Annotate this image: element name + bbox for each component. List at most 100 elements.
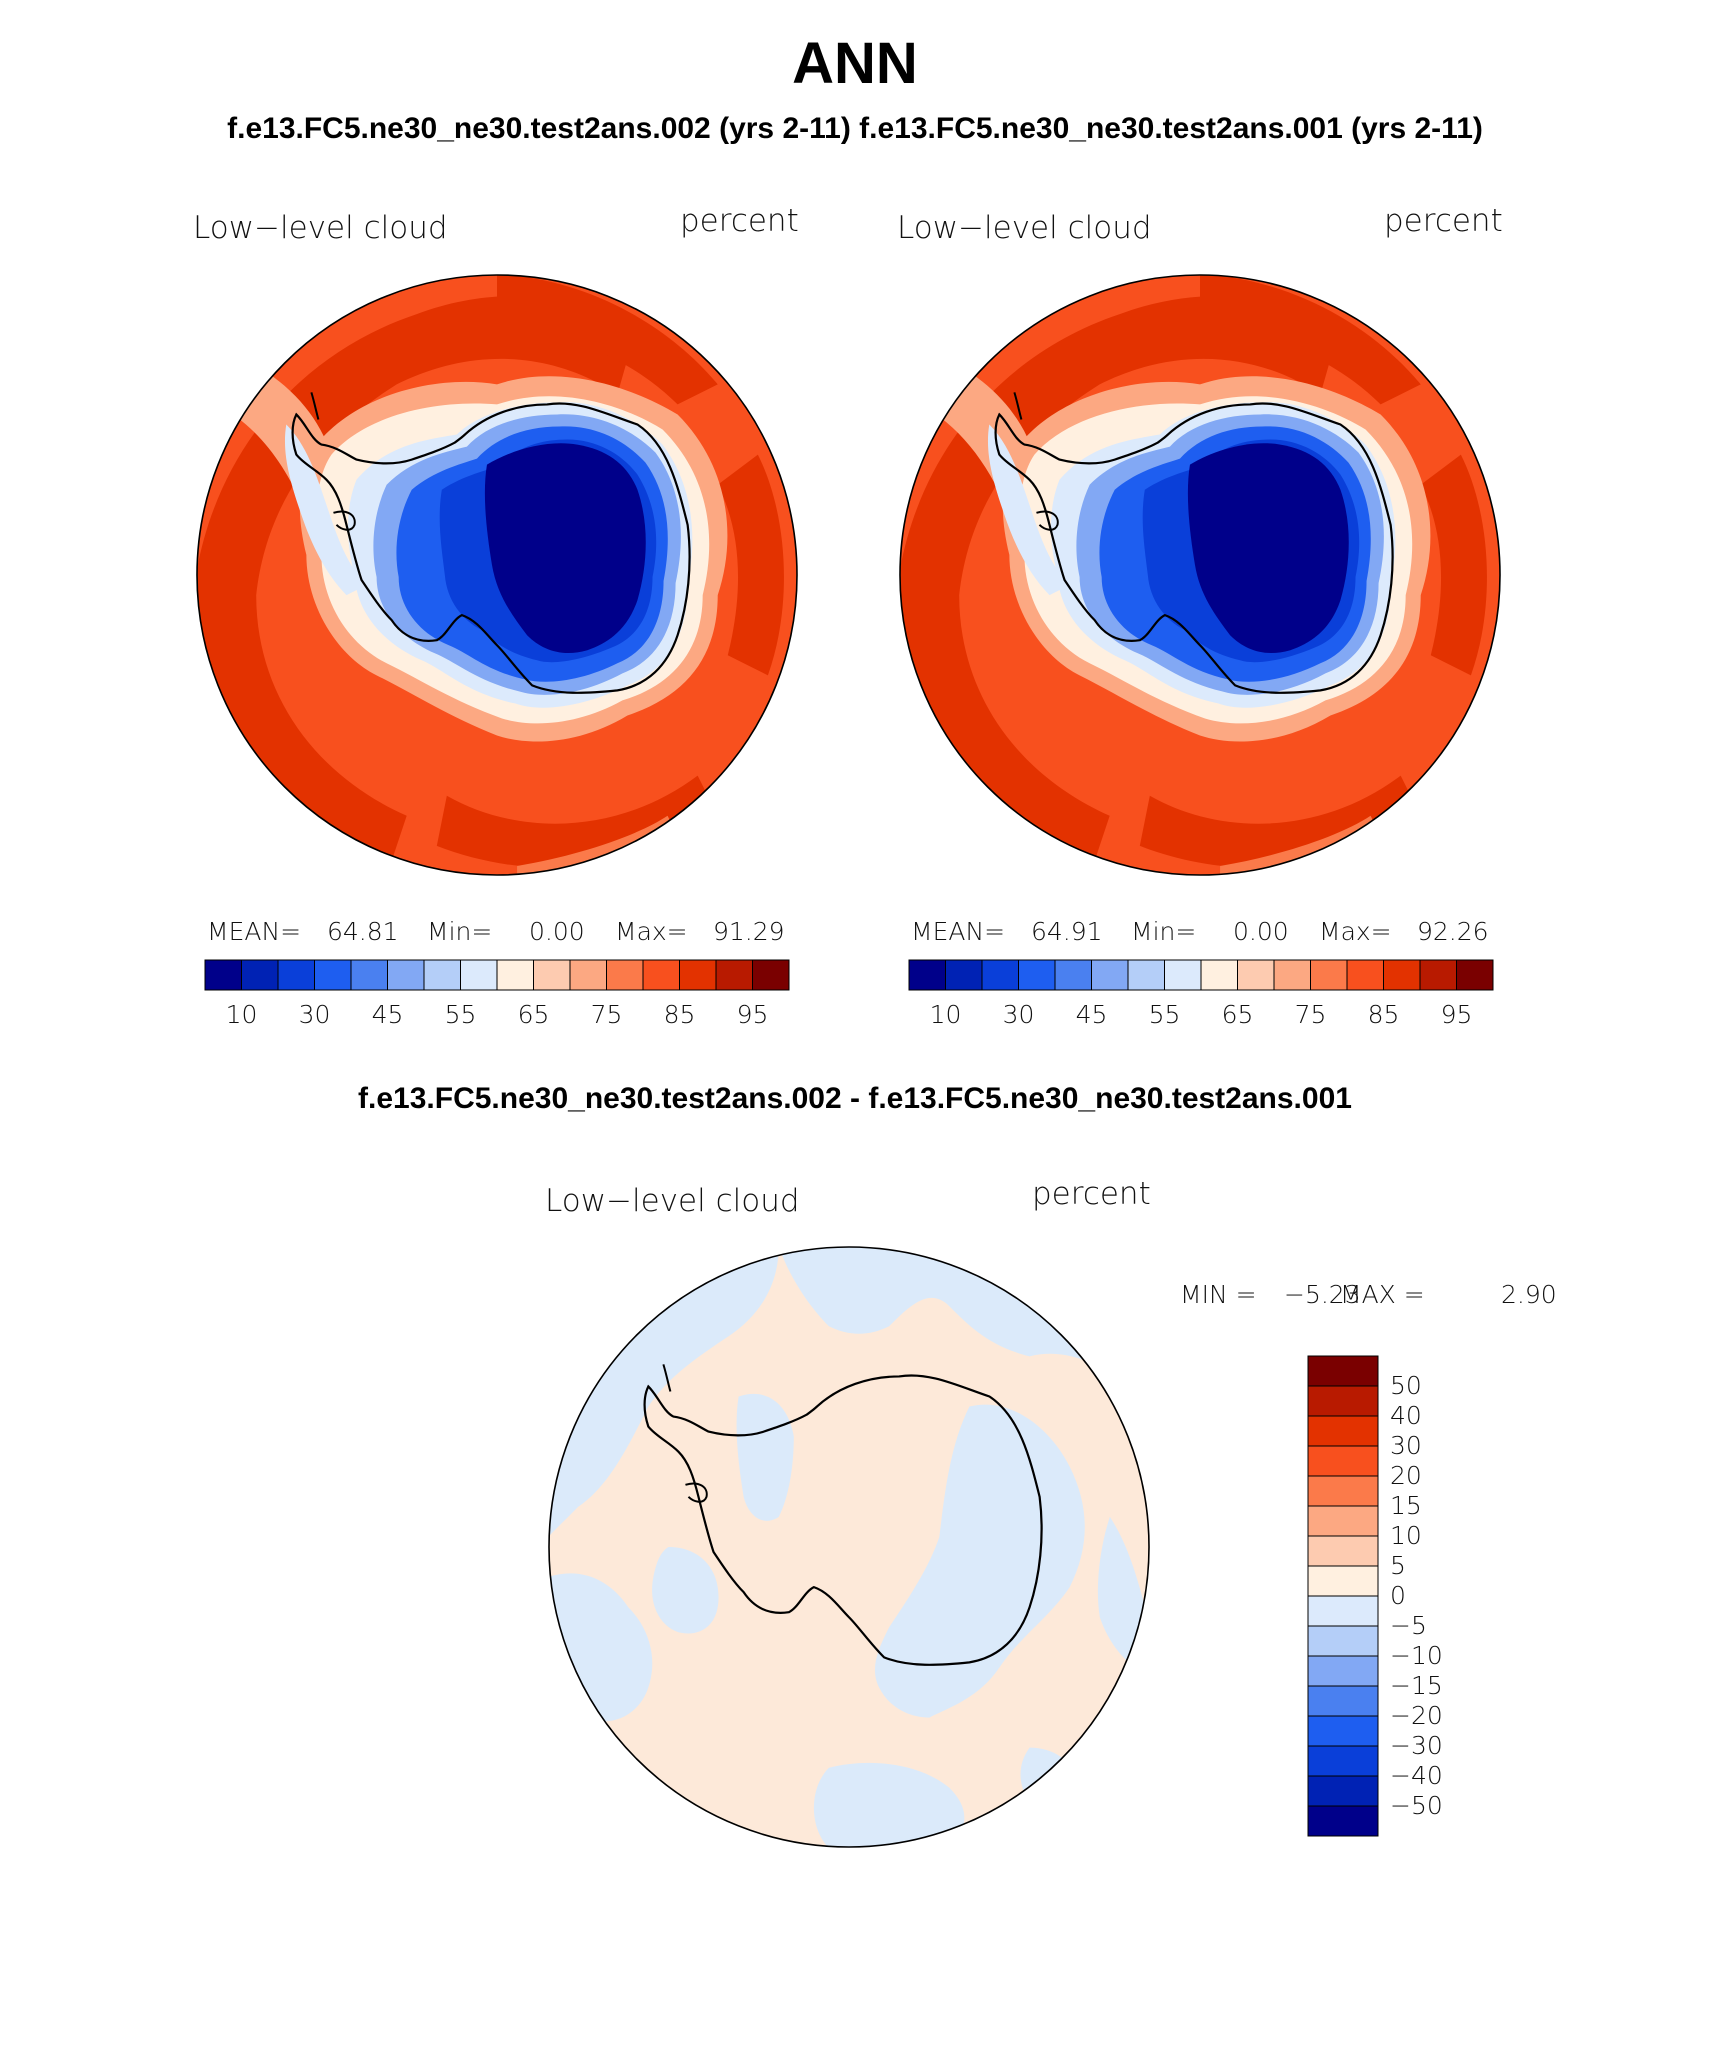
panel2-colorbar-swatch [1456, 959, 1494, 991]
panel2-colorbar-swatch [1419, 959, 1457, 991]
panel1-polar-map [196, 274, 798, 876]
difference-colorbar-swatch [1307, 1355, 1379, 1387]
difference-colorbar-swatch [1307, 1565, 1379, 1597]
panel2-min-value: 0.00 [1233, 917, 1289, 946]
panel2-units-label: percent [1384, 203, 1503, 239]
panel1-colorbar-swatch [423, 959, 461, 991]
panel1-variable-label: Low−level cloud [193, 210, 448, 246]
panel2-max-value: 92.26 [1417, 917, 1489, 946]
difference-colorbar-swatch [1307, 1535, 1379, 1567]
difference-polar-map [548, 1246, 1150, 1848]
difference-colorbar-tick-label: 20 [1390, 1461, 1422, 1490]
panel1-colorbar-tick-label: 65 [517, 1000, 550, 1029]
panel1-min-value: 0.00 [529, 917, 585, 946]
difference-colorbar-swatch [1307, 1715, 1379, 1747]
difference-colorbar-tick-label: −10 [1390, 1641, 1443, 1670]
panel1-min-label: Min= [427, 917, 493, 946]
panel1-colorbar-swatch [241, 959, 279, 991]
panel1-colorbar-swatch [606, 959, 644, 991]
panel2-colorbar-swatch [1310, 959, 1348, 991]
difference-colorbar-tick-label: 5 [1390, 1551, 1406, 1580]
panel2-colorbar-tick-label: 45 [1075, 1000, 1108, 1029]
panel2-colorbar-ticks: 10 30 45 55 65 75 85 95 [909, 1000, 1493, 1030]
panel2-colorbar-tick-label: 65 [1221, 1000, 1254, 1029]
panel1-units-label: percent [680, 203, 799, 239]
difference-colorbar-tick-label: −40 [1390, 1761, 1443, 1790]
panel2-colorbar-swatch [1127, 959, 1165, 991]
panel2-min-label: Min= [1131, 917, 1197, 946]
panel1-colorbar-swatch [569, 959, 607, 991]
difference-colorbar-swatch [1307, 1655, 1379, 1687]
panel2-colorbar [908, 959, 1494, 991]
panel2-colorbar-swatch [1091, 959, 1129, 991]
panel2-max-label: Max= [1319, 917, 1392, 946]
panel1-colorbar-tick-label: 10 [225, 1000, 258, 1029]
panel1-colorbar-swatch [752, 959, 790, 991]
panel2-colorbar-swatch [1018, 959, 1056, 991]
panel1-colorbar-tick-label: 85 [663, 1000, 696, 1029]
panel2-colorbar-tick-label: 75 [1294, 1000, 1327, 1029]
panel1-colorbar-tick-label: 75 [590, 1000, 623, 1029]
difference-min-value: −5.23 [1284, 1280, 1361, 1309]
panel2-colorbar-tick-label: 30 [1002, 1000, 1035, 1029]
panel2-colorbar-tick-label: 95 [1440, 1000, 1473, 1029]
difference-colorbar-tick-label: 15 [1390, 1491, 1422, 1520]
difference-colorbar-tick-label: −5 [1390, 1611, 1427, 1640]
difference-colorbar-swatch [1307, 1415, 1379, 1447]
panel2-colorbar-tick-label: 85 [1367, 1000, 1400, 1029]
panel1-colorbar-swatch [460, 959, 498, 991]
panel2-colorbar-swatch [908, 959, 946, 991]
difference-variable-label: Low−level cloud [545, 1183, 800, 1219]
difference-units-label: percent [1032, 1176, 1151, 1212]
panel1-colorbar-swatch [204, 959, 242, 991]
difference-colorbar-swatch [1307, 1625, 1379, 1657]
difference-max-label: MAX = [1340, 1280, 1425, 1309]
difference-max-value: 2.90 [1501, 1280, 1557, 1309]
panel2-colorbar-swatch [1346, 959, 1384, 991]
panel2-variable-label: Low−level cloud [897, 210, 1152, 246]
panel1-colorbar-swatch [496, 959, 534, 991]
panel1-colorbar-tick-label: 30 [298, 1000, 331, 1029]
panel1-colorbar-swatch [350, 959, 388, 991]
panel2-colorbar-swatch [1164, 959, 1202, 991]
difference-colorbar-swatch [1307, 1745, 1379, 1777]
panel1-colorbar-swatch [533, 959, 571, 991]
panel2-polar-map [899, 274, 1501, 876]
panel2-colorbar-tick-label: 10 [929, 1000, 962, 1029]
panel1-colorbar-tick-label: 45 [371, 1000, 404, 1029]
difference-colorbar-tick-label: 10 [1390, 1521, 1422, 1550]
difference-colorbar-swatch [1307, 1595, 1379, 1627]
difference-colorbar-swatch [1307, 1805, 1379, 1837]
panel1-colorbar-swatch [642, 959, 680, 991]
panel1-mean-label: MEAN= [207, 917, 302, 946]
panel1-colorbar-swatch [314, 959, 352, 991]
cases-subtitle: f.e13.FC5.ne30_ne30.test2ans.002 (yrs 2-… [227, 112, 1483, 145]
panel1-colorbar-ticks: 10 30 45 55 65 75 85 95 [205, 1000, 789, 1030]
panel1-colorbar-tick-label: 95 [736, 1000, 769, 1029]
difference-colorbar-tick-label: 30 [1390, 1431, 1422, 1460]
difference-colorbar-swatch [1307, 1475, 1379, 1507]
difference-min-label: MIN = [1180, 1280, 1257, 1309]
difference-colorbar-tick-label: −30 [1390, 1731, 1443, 1760]
panel1-colorbar-swatch [387, 959, 425, 991]
panel2-colorbar-swatch [1273, 959, 1311, 991]
difference-colorbar-tick-label: −20 [1390, 1701, 1443, 1730]
difference-colorbar-swatch [1307, 1775, 1379, 1807]
difference-colorbar-tick-label: −50 [1390, 1791, 1443, 1820]
panel1-mean-value: 64.81 [327, 917, 399, 946]
difference-colorbar-tick-label: 50 [1390, 1371, 1422, 1400]
difference-colorbar-swatch [1307, 1505, 1379, 1537]
panel2-colorbar-swatch [1383, 959, 1421, 991]
panel1-colorbar-swatch [715, 959, 753, 991]
panel2-colorbar-swatch [1054, 959, 1092, 991]
panel1-colorbar-swatch [277, 959, 315, 991]
panel1-colorbar-swatch [679, 959, 717, 991]
panel1-max-label: Max= [615, 917, 688, 946]
panel1-colorbar-tick-label: 55 [444, 1000, 477, 1029]
panel2-mean-value: 64.91 [1031, 917, 1103, 946]
difference-colorbar-ticks: 50 40 30 20 15 10 5 0 −5 −10 −15 −20 −30 −40 −50 [1390, 1356, 1510, 1836]
panel2-colorbar-swatch [945, 959, 983, 991]
difference-colorbar-tick-label: 40 [1390, 1401, 1422, 1430]
difference-colorbar-swatch [1307, 1685, 1379, 1717]
page-title: ANN [792, 31, 918, 96]
